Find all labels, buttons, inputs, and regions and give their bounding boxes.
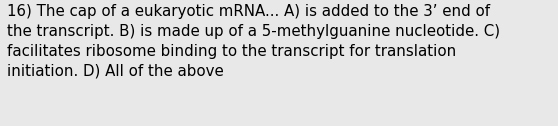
Text: 16) The cap of a eukaryotic mRNA... A) is added to the 3’ end of
the transcript.: 16) The cap of a eukaryotic mRNA... A) i… xyxy=(7,4,501,79)
